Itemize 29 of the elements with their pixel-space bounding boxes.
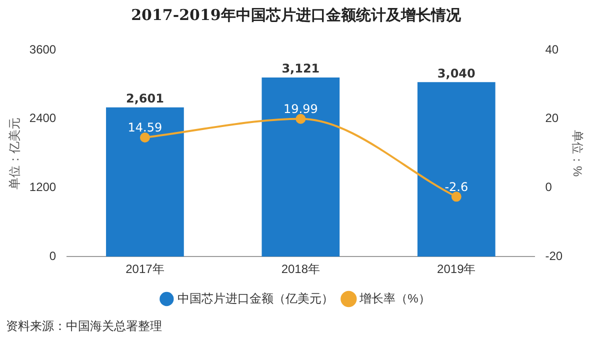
bar [106,107,184,257]
point [140,132,150,142]
data-label: 2,601 [126,91,164,106]
x-tick-label: 2018年 [281,262,320,276]
data-label: 3,040 [437,66,476,80]
chart-title: 2017-2019年中国芯片进口金额统计及增长情况 [130,6,462,25]
data-label: 14.59 [128,120,162,135]
y2-tick-label: -20 [545,248,563,263]
legend-label: 增长率（%） [358,291,430,306]
y-axis-title: 单位：亿美元 [8,117,22,190]
y-tick-label: 1200 [29,180,56,194]
bar [417,82,496,257]
bar [262,77,340,257]
point [296,114,306,124]
data-label: 19.99 [283,102,318,116]
x-tick-label: 2019年 [437,262,476,276]
y2-axis-title: 单位：% [570,130,584,177]
y2-tick-label: 40 [545,42,559,56]
x-tick-label: 2017年 [126,262,164,276]
y-tick-label: 3600 [29,42,56,56]
y2-tick-label: 0 [545,180,552,194]
point [451,192,462,202]
y-tick-label: 2400 [29,111,56,126]
data-label: 3,121 [282,62,320,76]
y-tick-label: 0 [49,248,56,263]
legend-label: 中国芯片进口金额（亿美元） [178,291,334,306]
data-label: -2.6 [444,180,468,194]
y2-tick-label: 20 [545,111,559,126]
text: 资料来源：中国海关总署整理 [6,318,162,335]
